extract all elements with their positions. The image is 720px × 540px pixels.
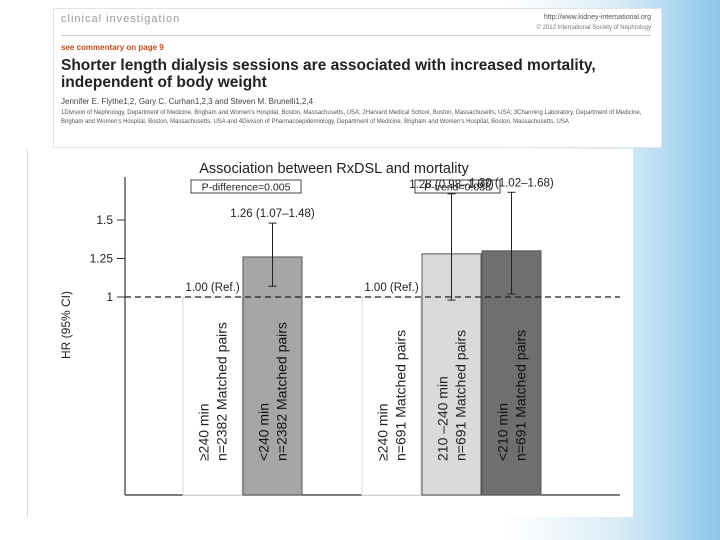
bar-category-label: <210 min	[495, 403, 511, 461]
bar-category-label: <240 min	[256, 403, 272, 461]
copyright-notice: © 2012 International Society of Nephrolo…	[536, 25, 652, 31]
plot-area: 1 1.25 1.5 P-difference=0.005 1.00 (Ref.) ≥24…	[90, 177, 620, 496]
article-title: Shorter length dialysis sessions are ass…	[61, 57, 596, 91]
article-header: clinical investigation http://www.kidney…	[53, 8, 662, 148]
bar-category-label: ≥240 min	[196, 404, 212, 462]
bar-value-label: 1.00 (Ref.)	[364, 282, 418, 294]
header-divider	[61, 35, 651, 36]
bar-category-label: ≥240 min	[375, 404, 391, 462]
p-value-box	[190, 179, 302, 194]
y-axis-label: HR (95% CI)	[59, 291, 73, 359]
mortality-bar-chart: Association between RxDSL and mortality …	[59, 161, 620, 496]
bar-value-label: 1.00 (Ref.)	[185, 282, 239, 294]
author-affiliations: 1Division of Nephrology, Department of M…	[61, 110, 642, 125]
article-authors: Jennifer E. Flythe1,2, Gary C. Curhan1,2…	[61, 97, 314, 106]
p-value-label: P-trend=0.038	[424, 182, 491, 194]
bar-value-label: 1.30 (1.02–1.68)	[469, 177, 554, 189]
bar[interactable]	[182, 296, 243, 496]
bar-sample-size-label: n=691 Matched pairs	[453, 330, 469, 461]
bar[interactable]	[242, 256, 303, 496]
y-tick-label: 1	[106, 290, 113, 304]
bar-category-label: 210 –240 min	[435, 376, 451, 461]
bar-sample-size-label: n=2382 Matched pairs	[214, 322, 230, 461]
p-value-box	[414, 179, 501, 194]
chart-title: Association between RxDSL and mortality	[199, 161, 469, 177]
y-tick-label: 1.5	[96, 213, 113, 227]
y-tick-label: 1.25	[90, 252, 114, 266]
section-label: clinical investigation	[61, 13, 181, 25]
bar-value-label: 1.26 (1.07–1.48)	[230, 208, 315, 220]
chart-panel: Association between RxDSL and mortality …	[27, 149, 633, 517]
bar-value-label: 1.28 (0.98–1.67)	[409, 179, 494, 191]
bar[interactable]	[361, 296, 422, 496]
bar-sample-size-label: n=691 Matched pairs	[513, 330, 529, 461]
bar-sample-size-label: n=691 Matched pairs	[393, 330, 409, 461]
bar-sample-size-label: n=2382 Matched pairs	[274, 322, 290, 461]
journal-url[interactable]: http://www.kidney-international.org	[544, 14, 651, 21]
bar[interactable]	[481, 250, 542, 496]
commentary-note: see commentary on page 9	[61, 43, 164, 52]
p-value-label: P-difference=0.005	[202, 182, 291, 194]
